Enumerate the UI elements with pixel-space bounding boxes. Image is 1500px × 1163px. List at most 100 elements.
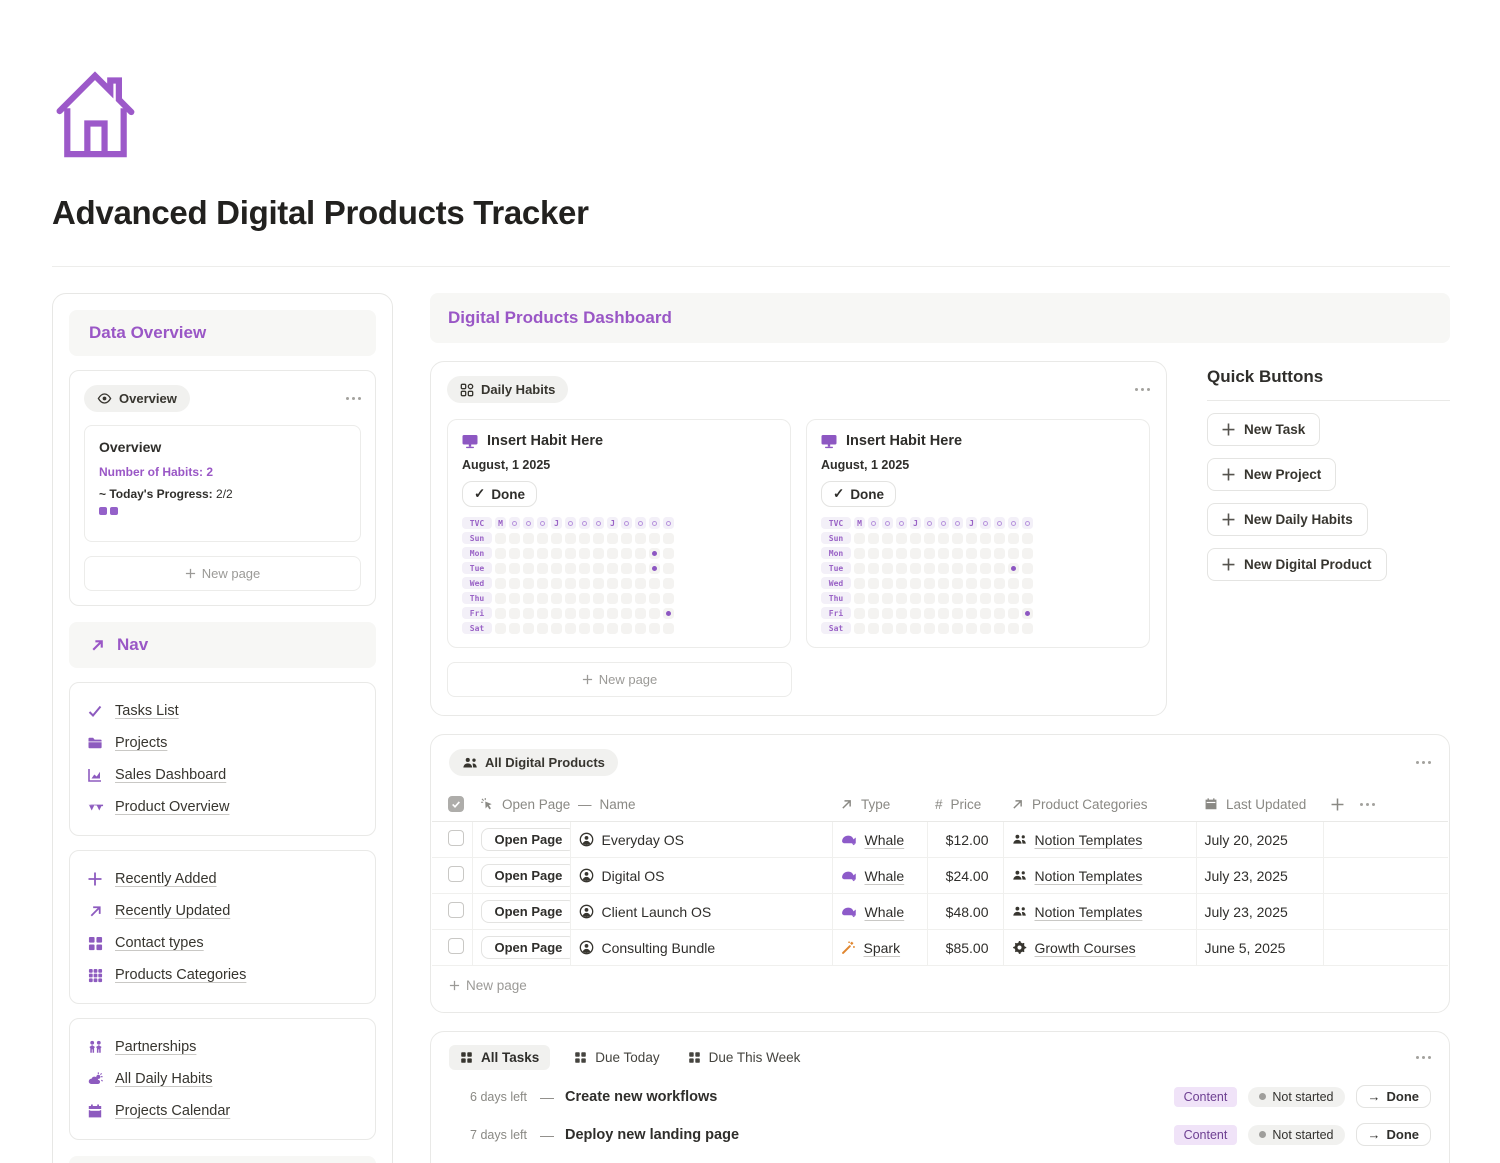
habit-cell (509, 577, 520, 589)
new-digital-product-button[interactable]: New Digital Product (1207, 548, 1387, 581)
column-header-categories[interactable]: Product Categories (1032, 796, 1148, 812)
habit-day-label: Thu (821, 592, 851, 604)
habit-cell (551, 607, 562, 619)
habit-cell (938, 562, 949, 574)
column-header-last-updated[interactable]: Last Updated (1226, 796, 1307, 812)
select-all-checkbox[interactable] (448, 796, 464, 812)
daily-habits-menu-icon[interactable] (1135, 388, 1150, 391)
sidebar-item-products-categories[interactable]: Products Categories (84, 961, 361, 989)
open-page-button[interactable]: Open Page (480, 828, 570, 851)
quick-button-label: New Task (1244, 422, 1306, 437)
habit-day-label: Tue (462, 562, 492, 574)
habit-month-header-cell (565, 517, 576, 529)
product-type[interactable]: Whale (864, 831, 905, 848)
ring-icon (983, 520, 988, 526)
product-name[interactable]: Digital OS (601, 867, 665, 884)
add-column-icon[interactable] (1331, 798, 1344, 811)
row-checkbox[interactable] (448, 938, 464, 954)
habit-card[interactable]: Insert Habit Here August, 1 2025 ✓ Done … (806, 419, 1150, 648)
sidebar-item-tasks-list[interactable]: Tasks List (84, 697, 361, 725)
sidebar-item-projects[interactable]: Projects (84, 729, 361, 757)
habit-cell (854, 532, 865, 544)
daily-habits-chip[interactable]: Daily Habits (447, 376, 569, 403)
column-header-type[interactable]: Type (861, 796, 891, 812)
habit-card[interactable]: Insert Habit Here August, 1 2025 ✓ Done … (447, 419, 791, 648)
daily-habits-chip-label: Daily Habits (481, 382, 556, 397)
product-type[interactable]: Spark (863, 939, 901, 956)
habit-cell (966, 592, 977, 604)
habit-cell (882, 607, 893, 619)
overview-card: Overview Overview Number of Habits: 2 ~ … (69, 370, 376, 606)
habit-cell (649, 532, 660, 544)
tasks-menu-icon[interactable] (1416, 1056, 1431, 1059)
product-category[interactable]: Notion Templates (1034, 867, 1143, 884)
new-project-button[interactable]: New Project (1207, 458, 1337, 491)
new-task-button[interactable]: New Task (1207, 413, 1321, 446)
product-category[interactable]: Notion Templates (1034, 831, 1143, 848)
habit-cell (551, 592, 562, 604)
nav-item-label: Products Categories (115, 967, 247, 983)
product-type[interactable]: Whale (864, 867, 905, 884)
sidebar-item-product-overview[interactable]: Product Overview (84, 793, 361, 821)
product-category[interactable]: Notion Templates (1034, 903, 1143, 920)
row-checkbox[interactable] (448, 830, 464, 846)
sidebar-new-page-button[interactable]: New page (84, 556, 361, 591)
column-header-name[interactable]: Name (599, 796, 636, 812)
task-title[interactable]: Create new workflows (565, 1088, 718, 1105)
column-header-price[interactable]: Price (950, 796, 982, 812)
table-menu-icon[interactable] (1360, 802, 1375, 806)
habit-cell (952, 532, 963, 544)
ring-icon (927, 520, 932, 526)
open-page-button[interactable]: Open Page (480, 864, 570, 887)
habit-cell (1008, 607, 1019, 619)
products-menu-icon[interactable] (1416, 761, 1431, 764)
product-name[interactable]: Consulting Bundle (601, 939, 716, 956)
new-page-label: New page (201, 566, 261, 581)
row-checkbox[interactable] (448, 902, 464, 918)
sidebar-item-recently-added[interactable]: Recently Added (84, 865, 361, 893)
arrow-up-right-icon (1011, 798, 1024, 811)
habit-cell (649, 622, 660, 634)
mark-done-button[interactable]: → Done (1355, 1123, 1431, 1146)
habit-date: August, 1 2025 (462, 458, 551, 472)
products-new-page-button[interactable]: New page (449, 978, 527, 993)
tab-all-tasks[interactable]: All Tasks (449, 1045, 551, 1070)
product-category[interactable]: Growth Courses (1034, 939, 1136, 956)
habit-cell (593, 592, 604, 604)
mark-done-button[interactable]: → Done (1355, 1085, 1431, 1108)
tab-label: Due Today (595, 1050, 660, 1065)
habit-cell (509, 532, 520, 544)
sidebar-item-contact-types[interactable]: Contact types (84, 929, 361, 957)
product-name[interactable]: Client Launch OS (601, 903, 712, 920)
habit-done-button[interactable]: ✓ Done (462, 481, 538, 507)
sidebar-item-recently-updated[interactable]: Recently Updated (84, 897, 361, 925)
overview-chip[interactable]: Overview (84, 385, 190, 412)
open-page-button[interactable]: Open Page (480, 936, 570, 959)
habit-date: August, 1 2025 (821, 458, 910, 472)
column-header-open-page[interactable]: Open Page (502, 796, 570, 812)
arrow-right-icon: → (1367, 1089, 1381, 1104)
product-name[interactable]: Everyday OS (601, 831, 684, 848)
house-icon[interactable] (52, 66, 138, 160)
row-checkbox[interactable] (448, 866, 464, 882)
habits-new-page-button[interactable]: New page (447, 662, 792, 697)
sidebar-item-partnerships[interactable]: Partnerships (84, 1033, 361, 1061)
task-title[interactable]: Deploy new landing page (565, 1126, 740, 1143)
product-type[interactable]: Whale (864, 903, 905, 920)
tab-due-this-week[interactable]: Due This Week (684, 1045, 805, 1070)
sidebar-item-all-daily-habits[interactable]: All Daily Habits (84, 1065, 361, 1093)
habit-cell (924, 562, 935, 574)
overview-menu-icon[interactable] (346, 397, 361, 400)
dash-icon: — (578, 796, 592, 812)
ring-icon (955, 520, 960, 526)
all-digital-products-chip[interactable]: All Digital Products (449, 749, 618, 776)
new-daily-habits-button[interactable]: New Daily Habits (1207, 503, 1368, 536)
overview-inner-card[interactable]: Overview Number of Habits: 2 ~ Today's P… (84, 425, 361, 542)
habit-done-button[interactable]: ✓ Done (821, 481, 897, 507)
tab-due-today[interactable]: Due Today (570, 1045, 663, 1070)
sidebar-item-sales-dashboard[interactable]: Sales Dashboard (84, 761, 361, 789)
nav-item-label: Projects Calendar (115, 1103, 231, 1119)
sidebar-item-projects-calendar[interactable]: Projects Calendar (84, 1097, 361, 1125)
open-page-button[interactable]: Open Page (480, 900, 570, 923)
habit-cell (565, 592, 576, 604)
